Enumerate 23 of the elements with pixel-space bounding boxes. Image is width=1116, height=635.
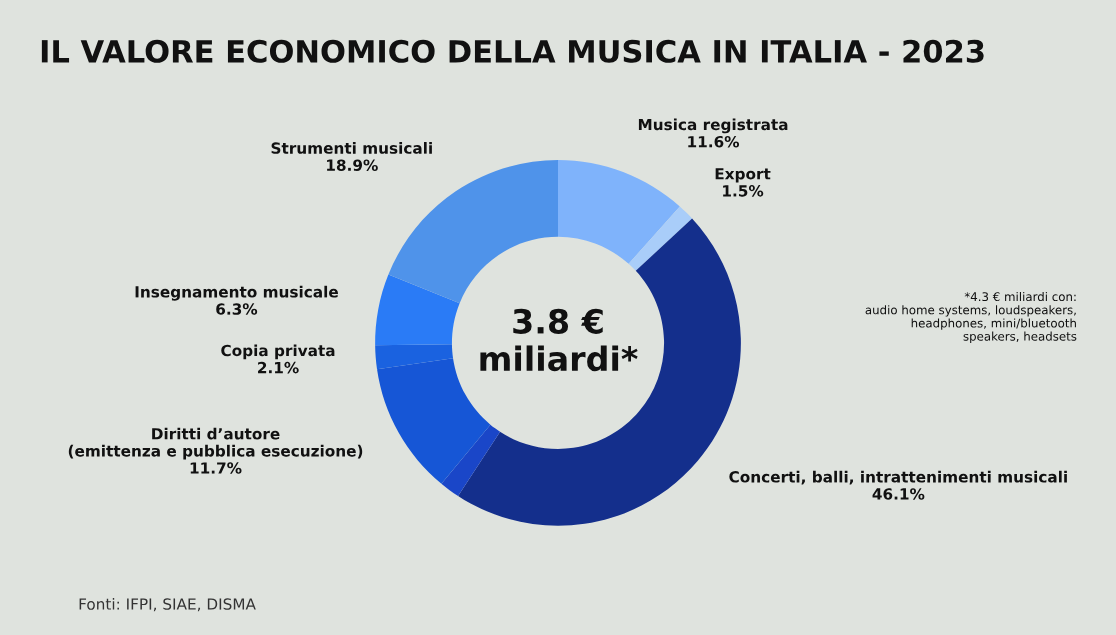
text: 3.8 € miliardi* [480,308,638,372]
data-label: 1.5% [723,185,764,197]
donut-slice [375,274,460,346]
slice-label: Concerti, balli, intrattenimenti musicali [729,470,1067,485]
slice-label: Insegnamento musicale [135,285,338,301]
text: Fonti: IFPI, SIAE, DISMA [79,597,256,612]
data-label: 11.6% [688,135,740,148]
data-label: 46.1% [872,488,925,500]
donut-slice [628,206,693,271]
donut-slice [558,160,680,264]
data-label: 2.1% [258,361,299,374]
data-label: 6.3% [216,303,258,315]
donut-slice [441,424,501,497]
slice-label: Strumenti musicali [271,142,432,154]
donut-slice [388,160,558,304]
text: *4.3 € miliardi con: audio home systems, loudspeakers, headphones, mini/bluetooth speakers, headsets [865,291,1077,344]
slice-label: Export [715,168,771,183]
slice-label: Copia privata [221,344,335,360]
data-label: 18.9% [327,159,378,171]
slice-label: Diritti d’autore (emittenza e pubblica esecuzione) [68,427,363,460]
chart-title: IL VALORE ECONOMICO DELLA MUSICA IN ITALIA - 2023 [41,39,984,63]
slice-label: Musica registrata [638,118,788,134]
data-label: 11.7% [190,462,242,474]
